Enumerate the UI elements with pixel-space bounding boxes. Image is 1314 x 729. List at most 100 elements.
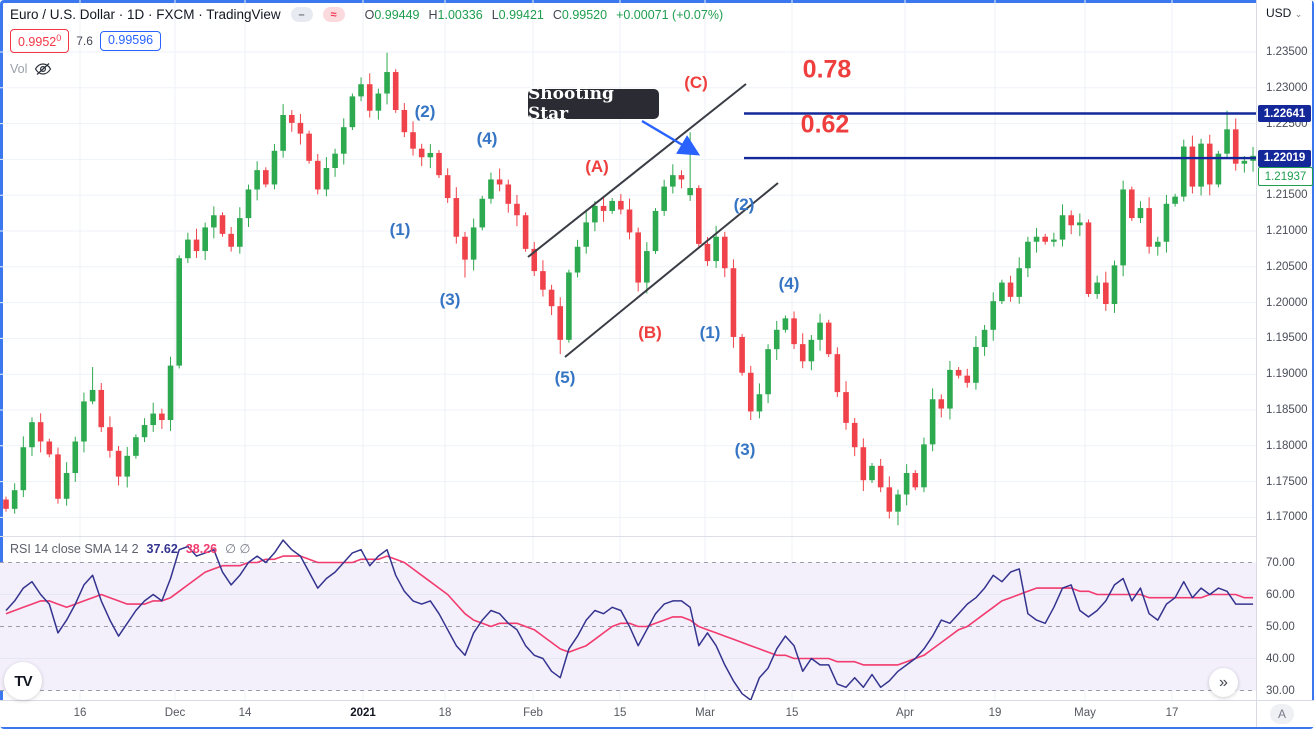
time-tick-label: 18 [438,707,452,719]
candle [1154,241,1161,247]
price-tick-label: 1.23000 [1266,81,1308,94]
shooting-star-callout[interactable]: Shooting Star [528,84,659,124]
candle [46,441,53,455]
price-tick-label: 1.19500 [1266,332,1308,345]
pointer-arrow [641,119,701,156]
candle [661,186,667,211]
fib-level-label[interactable]: 0.62 [800,110,850,139]
wave-label[interactable]: (B) [638,323,662,342]
candle [999,282,1005,302]
wave-label[interactable]: (C) [684,73,708,92]
currency-dropdown[interactable]: USD ⌄ [1266,6,1303,20]
chart-canvas[interactable] [0,0,1256,700]
rsi-indicator-title: RSI 14 close SMA 14 2 [10,541,139,556]
candle [1068,215,1074,226]
candle [1215,153,1222,185]
candle [167,365,174,421]
candle [973,346,979,383]
change-value: +0.00071 (+0.07%) [616,7,724,22]
candle [245,189,252,219]
delayed-data-icon[interactable]: ≈ [322,7,345,22]
market-status-dash-icon[interactable]: – [290,7,313,22]
auto-scale-button[interactable]: A [1270,704,1294,724]
candle [271,150,278,185]
candle [921,444,927,488]
wave-label[interactable]: (A) [585,157,609,176]
time-axis[interactable]: 16 Dec 14 2021 18 Feb 15 Mar 15 Apr 19 May 17 A [0,700,1314,727]
candle [150,413,157,426]
axis-corner-separator [1256,701,1257,727]
candle [747,372,754,412]
eye-hidden-icon[interactable] [34,62,52,76]
rsi-indicator-legend[interactable]: RSI 14 close SMA 14 2 37.62 38.26 ∅ ∅ [10,541,250,557]
candle [1094,282,1100,295]
candle [583,222,590,247]
fib-level-label[interactable]: 0.78 [802,55,852,84]
candle [1232,129,1239,164]
candle [436,152,442,176]
wave-label[interactable]: (3) [439,290,461,309]
wave-label[interactable]: (1) [389,220,411,239]
candle [929,399,936,445]
wave-label[interactable]: (1) [699,323,721,342]
candle [895,494,901,512]
candle [185,239,191,259]
candle [1025,241,1031,269]
candle [392,72,399,110]
close-value: 0.99520 [561,7,608,22]
wave-label[interactable]: (4) [778,274,800,293]
candle [1198,143,1204,187]
chevron-down-icon: ⌄ [1294,9,1303,19]
time-tick-label: Apr [896,707,914,719]
candle [574,246,581,273]
wave-label[interactable]: (2) [733,195,755,214]
time-tick-label: 14 [238,707,252,719]
spread-value: 7.6 [76,34,93,49]
candle [3,499,9,509]
tradingview-logo[interactable]: TV [4,662,42,700]
candle [1146,208,1152,247]
candle [358,84,364,97]
candle [366,84,373,111]
candle [808,339,815,362]
candle [107,427,113,451]
pane-separator[interactable] [0,536,1256,537]
time-tick-label: 16 [73,707,87,719]
candle [1016,268,1023,297]
last-price-badge: 1.21937 [1258,167,1313,187]
candle [384,72,390,94]
expand-pane-button[interactable]: » [1209,668,1238,697]
candle [176,258,182,366]
candle [1137,208,1144,219]
rsi-sma-value: 38.26 [185,541,218,556]
candle [340,127,347,154]
ask-price-button[interactable]: 0.99596 [99,31,162,52]
price-tick-label: 1.20000 [1266,296,1308,309]
candle [1206,143,1213,185]
candle [964,375,971,383]
candle [288,115,295,123]
candle [115,450,122,477]
candle [730,268,737,337]
time-tick-label: Feb [523,707,543,719]
volume-indicator-label[interactable]: Vol [10,62,28,77]
candle [418,148,425,158]
price-tick-label: 1.21500 [1266,189,1308,202]
symbol-title[interactable]: Euro / U.S. Dollar · 1D · FXCM · Trading… [10,7,281,22]
price-axis[interactable]: USD ⌄ 1.23500 1.23000 1.22500 1.21500 1.2100… [1256,0,1313,700]
wave-label[interactable]: (3) [734,440,756,459]
candle [877,465,884,488]
wave-label[interactable]: (5) [554,368,576,387]
candle [453,198,460,237]
bid-price-button[interactable]: 0.99520 [10,29,70,54]
chart-legend: Euro / U.S. Dollar · 1D · FXCM · Trading… [10,7,723,76]
wave-label[interactable]: (4) [476,129,498,148]
candle [947,369,953,409]
wave-label[interactable]: (2) [414,102,436,121]
candle [1085,222,1092,295]
candle [124,455,131,477]
candle [1180,146,1187,197]
candle [618,200,624,210]
candle [254,170,260,190]
candle [782,318,789,330]
